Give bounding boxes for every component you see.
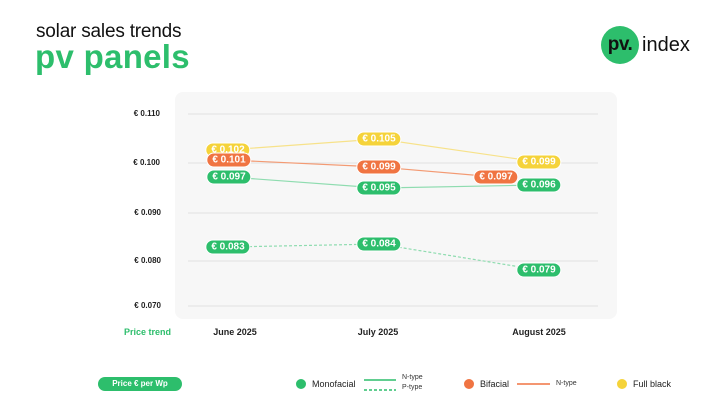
x-tick-august: August 2025 [512,327,566,337]
label-monofacial-ptype-august: € 0.079 [516,262,562,278]
legend-monofacial-label: Monofacial [312,379,356,389]
logo-mark: pv. [601,26,639,64]
label-full-black-july: € 0.105 [356,131,402,147]
legend-bifacial-ntype: N-type [556,380,577,387]
legend-full-black-label: Full black [633,379,672,389]
label-monofacial-ntype-july: € 0.095 [356,180,402,196]
x-axis-caption: Price trend [124,327,172,337]
legend-monofacial-ntype: N-type [402,374,423,381]
y-tick-0090: € 0.090 [134,208,161,217]
y-tick-0110: € 0.110 [133,109,160,118]
full-black-dot-icon [617,379,627,389]
legend-monofacial: Monofacial [296,377,356,391]
bifacial-dot-icon [464,379,474,389]
page-subtitle: solar sales trends [36,21,182,42]
x-tick-june: June 2025 [213,327,257,337]
monofacial-dot-icon [296,379,306,389]
chart-panel [175,92,617,319]
legend-bifacial: Bifacial [464,377,509,391]
legend-full-black: Full black [617,377,671,391]
x-tick-july: July 2025 [357,327,399,337]
label-monofacial-ptype-june: € 0.083 [205,239,251,255]
label-bifacial-june: € 0.101 [206,152,252,168]
y-tick-0080: € 0.080 [134,256,161,265]
pv-index-logo: pv. index [601,26,690,64]
y-tick-0070: € 0.070 [134,301,161,310]
logo-word: index [642,33,690,56]
label-monofacial-ntype-august: € 0.096 [516,177,562,193]
label-bifacial-july: € 0.099 [356,159,402,175]
page-title: pv panels [35,38,190,75]
label-full-black-august: € 0.099 [516,154,562,170]
unit-badge: Price € per Wp [98,377,182,391]
label-monofacial-ptype-july: € 0.084 [356,236,402,252]
y-tick-0100: € 0.100 [133,158,160,167]
legend-bifacial-label: Bifacial [480,379,510,389]
label-bifacial-august: € 0.097 [473,169,519,185]
label-monofacial-ntype-june: € 0.097 [206,169,252,185]
legend-monofacial-ptype: P-type [402,384,423,391]
